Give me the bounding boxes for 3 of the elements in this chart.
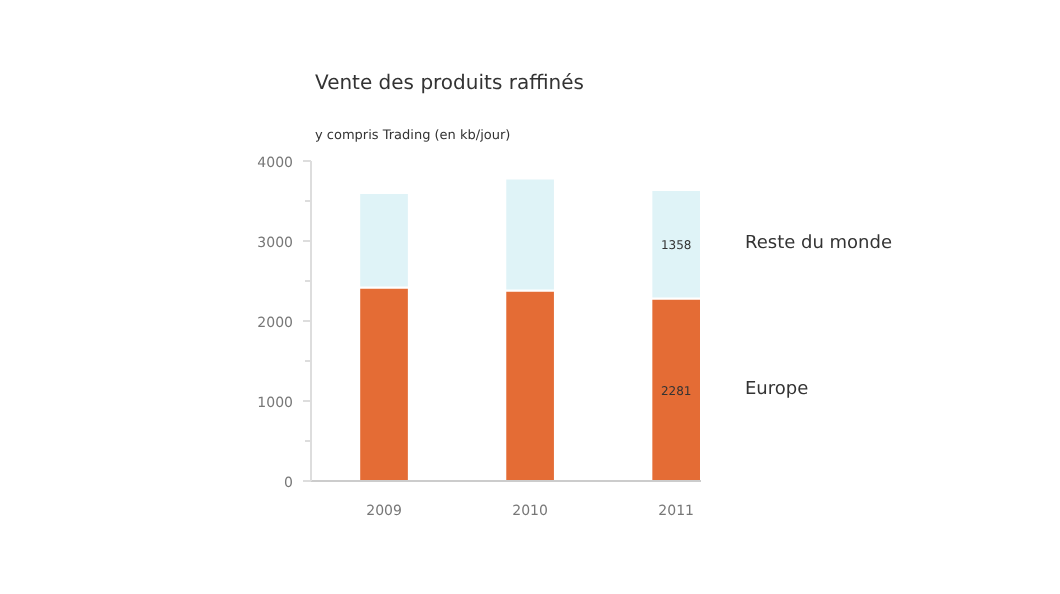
chart-title: Vente des produits raffinés: [315, 73, 584, 95]
text: Europe: [745, 379, 810, 400]
text: Reste du monde: [745, 234, 893, 255]
